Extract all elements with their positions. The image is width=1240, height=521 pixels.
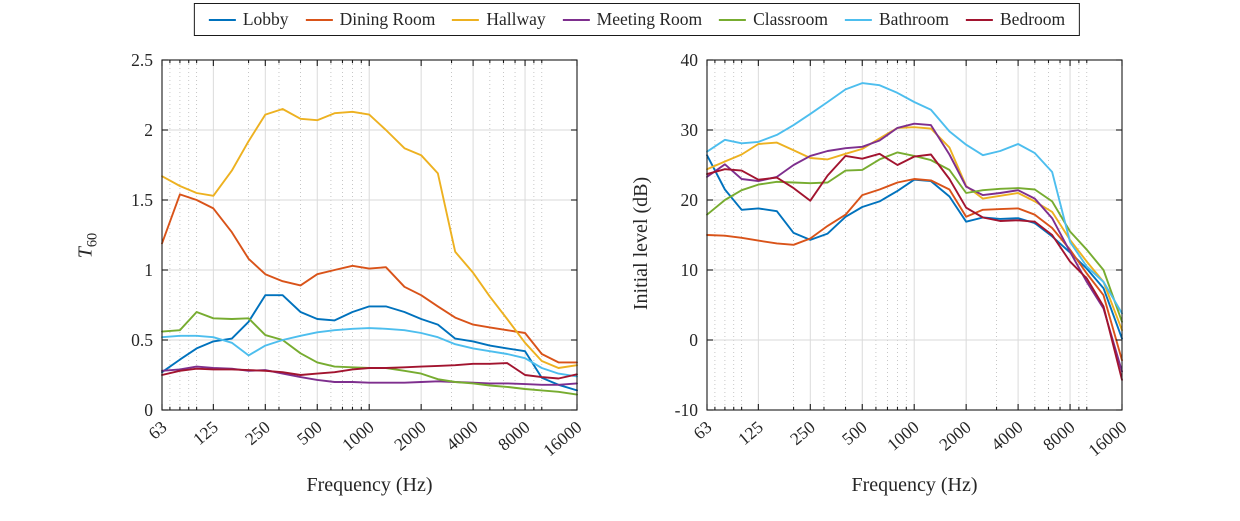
- y-tick-label: 2.5: [131, 50, 153, 70]
- series-line-dining-room: [706, 178, 1123, 362]
- x-tick-label: 4000: [442, 417, 482, 455]
- y-axis-label-left: T60: [74, 233, 101, 259]
- legend-label: Meeting Room: [596, 9, 703, 29]
- series-line-hallway: [706, 126, 1123, 332]
- legend-item-bathroom: Bathroom: [845, 9, 949, 30]
- legend-line-swatch: [562, 18, 590, 21]
- y-label-sub: 60: [84, 232, 101, 248]
- series-line-dining-room: [161, 193, 578, 364]
- y-tick-label: 0: [689, 330, 698, 350]
- y-label-base: T: [74, 247, 97, 259]
- x-tick-label: 500: [838, 417, 871, 449]
- x-axis-label-left: Frequency (Hz): [306, 474, 433, 496]
- legend-item-lobby: Lobby: [208, 9, 289, 30]
- legend-item-hallway: Hallway: [452, 9, 546, 30]
- legend-label: Lobby: [242, 9, 289, 29]
- legend-label: Hallway: [486, 9, 546, 29]
- series-line-hallway: [161, 108, 578, 369]
- y-tick-label: 10: [681, 260, 699, 280]
- y-tick-label: 1.5: [131, 190, 153, 210]
- x-tick-label: 2000: [935, 417, 975, 455]
- legend-label: Bedroom: [1000, 9, 1066, 29]
- series-line-bedroom: [161, 362, 578, 380]
- y-tick-label: 0.5: [131, 330, 153, 350]
- x-tick-label: 1000: [338, 417, 378, 455]
- legend-line-swatch: [208, 18, 236, 21]
- y-tick-label: 2: [144, 120, 153, 140]
- legend-label: Bathroom: [879, 9, 949, 29]
- chart-legend: Lobby Dining Room Hallway Meeting Room Class…: [193, 3, 1081, 36]
- y-tick-label: 20: [681, 190, 699, 210]
- x-tick-label: 125: [189, 417, 222, 449]
- x-tick-label: 500: [293, 417, 326, 449]
- y-tick-label: 0: [144, 400, 153, 420]
- series-line-bedroom: [706, 152, 1123, 381]
- series-line-bathroom: [706, 82, 1123, 315]
- legend-label: Classroom: [753, 9, 828, 29]
- legend-item-classroom: Classroom: [719, 9, 828, 30]
- y-tick-label: 40: [681, 50, 699, 70]
- legend-line-swatch: [966, 18, 993, 21]
- x-tick-label: 4000: [987, 417, 1027, 455]
- legend-line-swatch: [845, 18, 872, 21]
- x-axis-label-right: Frequency (Hz): [851, 474, 978, 496]
- x-tick-label: 63: [144, 417, 170, 444]
- x-tick-label: 125: [734, 417, 767, 449]
- legend-item-meeting-room: Meeting Room: [562, 9, 703, 30]
- x-tick-label: 250: [241, 417, 274, 449]
- legend-item-dining-room: Dining Room: [305, 9, 436, 30]
- y-tick-label: 30: [681, 120, 699, 140]
- series-line-bathroom: [161, 327, 578, 378]
- x-tick-label: 8000: [494, 417, 534, 455]
- x-tick-label: 250: [786, 417, 819, 449]
- y-tick-label: 1: [144, 260, 153, 280]
- x-tick-label: 16000: [539, 417, 586, 461]
- legend-line-swatch: [305, 18, 333, 21]
- x-tick-label: 16000: [1084, 417, 1131, 461]
- legend-line-swatch: [452, 18, 480, 21]
- y-axis-label-right: Initial level (dB): [630, 177, 653, 310]
- x-tick-label: 8000: [1039, 417, 1079, 455]
- initial-level-chart: -10 0 10 20 30 40 63 125 250 500 1000 2000 4000 8000 1…: [675, 50, 1131, 460]
- series-line-lobby: [161, 294, 578, 392]
- legend-line-swatch: [719, 18, 747, 21]
- legend-item-bedroom: Bedroom: [966, 9, 1065, 30]
- t60-chart: 0 0.5 1 1.5 2 2.5 63 125 250 500 1000 2000 4000 8000 1…: [131, 50, 586, 460]
- y-tick-label: -10: [675, 400, 699, 420]
- x-tick-label: 1000: [883, 417, 923, 455]
- legend-label: Dining Room: [339, 9, 436, 29]
- x-tick-label: 63: [689, 417, 715, 444]
- y-label-base: Initial level (dB): [630, 176, 653, 311]
- x-tick-label: 2000: [390, 417, 430, 455]
